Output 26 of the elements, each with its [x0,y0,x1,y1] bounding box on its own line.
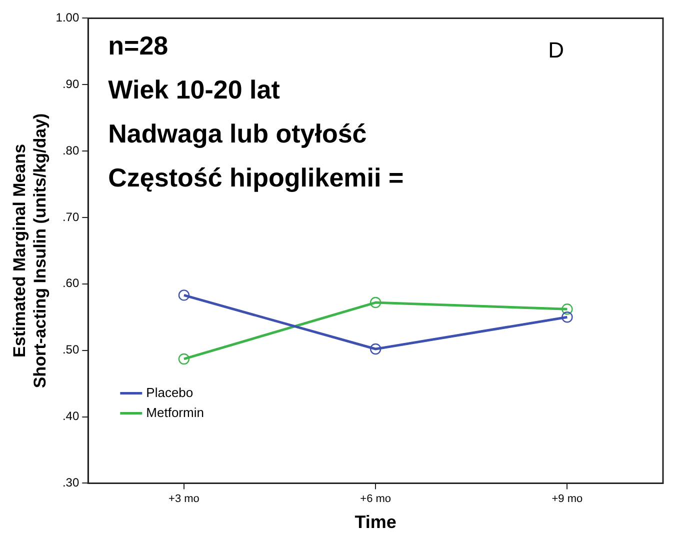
point [178,290,190,301]
annotation: n=28 [108,30,168,60]
point [562,312,573,323]
x-tick-label: +6 mo [360,492,392,505]
y-tick-label: .30 [62,476,80,490]
y-tick-label: .90 [62,76,80,91]
point [370,296,382,308]
y-tick-label: .50 [62,342,80,357]
x-axis-title: Time [354,512,396,532]
x-tick-label: +9 mo [552,492,583,505]
annotation: D [548,37,564,62]
legend-label: Placebo [146,384,194,400]
point [370,343,382,355]
annotation: Wiek 10-20 lat [108,74,280,104]
y-tick-label: .40 [62,409,80,424]
point [178,353,190,365]
y-axis-title: Estimated Marginal Means Short-acting Insulin (units/kg/day) [10,113,50,388]
annotation: Częstość hipoglikemii = [108,162,404,192]
y-tick-label: .70 [62,210,80,224]
point [562,304,573,315]
x-tick-label: +3 mo [168,492,200,505]
annotation: Nadwaga lub otyłość [108,118,367,148]
legend-label: Metformin [146,404,204,420]
y-tick-label: .60 [62,276,80,290]
y-tick-label: 1.00 [56,10,80,25]
y-tick-label: .80 [62,143,80,158]
